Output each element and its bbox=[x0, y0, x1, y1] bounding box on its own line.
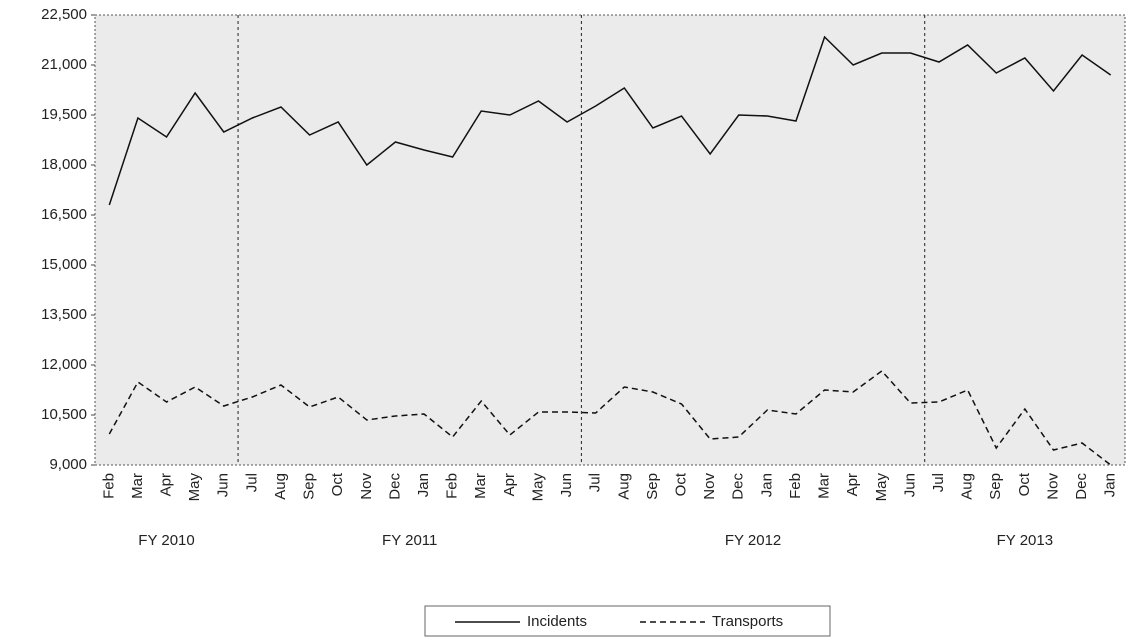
x-tick-label: Oct bbox=[1016, 472, 1033, 496]
legend-label: Incidents bbox=[527, 613, 587, 630]
x-tick-label: Sep bbox=[644, 473, 661, 500]
x-tick-label: Mar bbox=[129, 473, 146, 499]
data-line bbox=[108, 369, 1112, 466]
x-tick-label: Jul bbox=[587, 473, 604, 492]
x-tick-label: May bbox=[873, 473, 890, 502]
x-tick-label: Feb bbox=[444, 473, 461, 499]
y-tick-label: 16,500 bbox=[41, 206, 87, 223]
y-tick-label: 15,000 bbox=[41, 256, 87, 273]
x-tick-label: Feb bbox=[100, 473, 117, 499]
group-label: FY 2010 bbox=[138, 532, 194, 549]
x-tick-label: Apr bbox=[157, 473, 174, 496]
x-tick-label: Feb bbox=[787, 473, 804, 499]
group-label: FY 2012 bbox=[725, 532, 781, 549]
x-tick-label: Aug bbox=[615, 473, 632, 500]
x-tick-label: Dec bbox=[1073, 473, 1090, 500]
x-tick-label: Aug bbox=[959, 473, 976, 500]
y-tick-label: 10,500 bbox=[41, 406, 87, 423]
x-tick-label: Dec bbox=[730, 473, 747, 500]
x-tick-label: Mar bbox=[472, 473, 489, 499]
x-tick-label: Apr bbox=[501, 473, 518, 496]
group-label: FY 2013 bbox=[997, 532, 1053, 549]
x-tick-label: Dec bbox=[386, 473, 403, 500]
x-tick-label: Mar bbox=[816, 473, 833, 499]
x-tick-label: Jan bbox=[758, 473, 775, 497]
x-tick-label: May bbox=[186, 473, 203, 502]
y-tick-label: 19,500 bbox=[41, 106, 87, 123]
x-tick-label: Sep bbox=[301, 473, 318, 500]
y-tick-label: 18,000 bbox=[41, 156, 87, 173]
x-tick-label: Jun bbox=[215, 473, 232, 497]
legend-box bbox=[424, 605, 831, 637]
y-tick-label: 9,000 bbox=[49, 456, 87, 473]
x-tick-label: May bbox=[529, 473, 546, 502]
data-line bbox=[108, 35, 1112, 206]
x-tick-label: Jul bbox=[930, 473, 947, 492]
x-tick-label: Sep bbox=[987, 473, 1004, 500]
x-tick-label: Jun bbox=[558, 473, 575, 497]
x-tick-label: Oct bbox=[329, 472, 346, 496]
x-tick-label: Nov bbox=[358, 473, 375, 500]
x-tick-label: Jan bbox=[415, 473, 432, 497]
legend-label: Transports bbox=[712, 613, 783, 630]
x-tick-label: Jul bbox=[243, 473, 260, 492]
x-tick-label: Jan bbox=[1102, 473, 1119, 497]
x-tick-label: Apr bbox=[844, 473, 861, 496]
x-tick-label: Nov bbox=[701, 473, 718, 500]
x-tick-label: Jun bbox=[901, 473, 918, 497]
y-tick-label: 13,500 bbox=[41, 306, 87, 323]
x-tick-label: Aug bbox=[272, 473, 289, 500]
x-tick-label: Oct bbox=[672, 472, 689, 496]
y-tick-label: 12,000 bbox=[41, 356, 87, 373]
plot-area bbox=[94, 14, 1126, 466]
group-label: FY 2011 bbox=[382, 532, 437, 549]
y-tick-label: 21,000 bbox=[41, 56, 87, 73]
x-tick-label: Nov bbox=[1044, 473, 1061, 500]
y-tick-label: 22,500 bbox=[41, 6, 87, 23]
